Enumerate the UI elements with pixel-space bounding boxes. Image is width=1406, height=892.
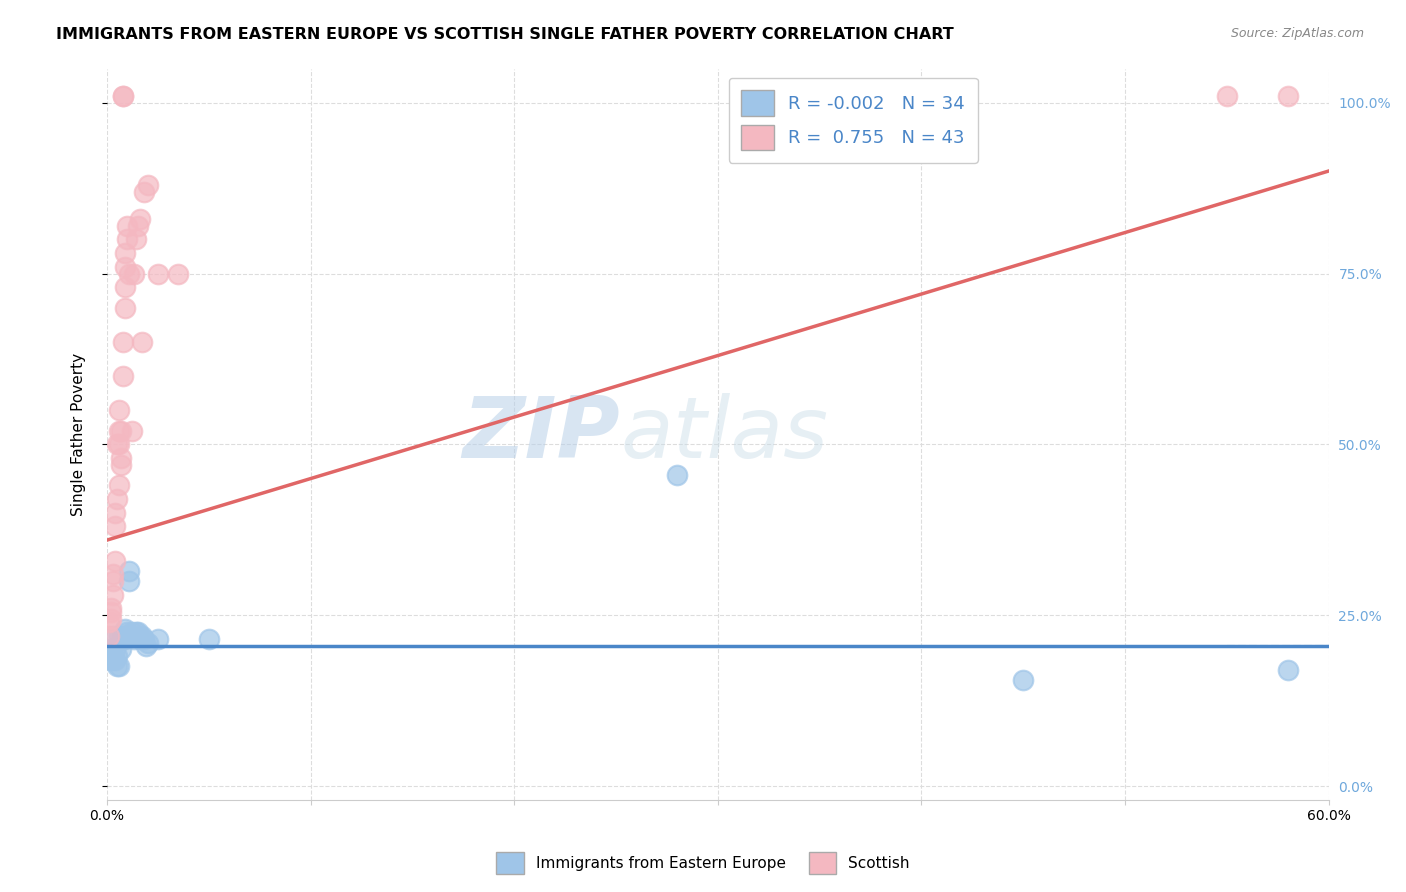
Point [114,280,136,294]
Point [110,451,132,466]
Point [112,632,135,647]
Point [117,219,139,233]
Point [127,625,149,640]
Point [121,625,143,640]
Point [117,625,139,640]
Point [135,639,157,653]
Point [1277,663,1299,677]
Point [114,246,136,260]
Point [666,468,689,483]
Point [101,574,124,588]
Point [105,649,128,664]
Point [122,267,145,281]
Point [124,625,146,640]
Point [132,185,155,199]
Point [110,632,132,647]
Point [112,88,135,103]
Point [131,629,153,643]
Point [101,649,124,664]
Y-axis label: Single Father Poverty: Single Father Poverty [72,352,86,516]
Point [114,301,136,315]
Text: ZIP: ZIP [463,392,620,475]
Point [98,646,121,660]
Point [146,632,169,647]
Point [105,659,128,673]
Point [121,424,143,438]
Point [114,632,136,647]
Point [122,632,145,647]
Point [112,369,135,384]
Text: IMMIGRANTS FROM EASTERN EUROPE VS SCOTTISH SINGLE FATHER POVERTY CORRELATION CHA: IMMIGRANTS FROM EASTERN EUROPE VS SCOTTI… [56,27,955,42]
Point [118,267,141,281]
Point [112,334,135,349]
Point [1012,673,1035,688]
Point [110,458,132,472]
Point [146,267,169,281]
Point [112,88,135,103]
Point [100,605,122,619]
Point [112,629,135,643]
Point [136,635,159,649]
Point [108,659,131,673]
Point [100,612,122,626]
Point [105,491,128,506]
Point [110,424,132,438]
Text: atlas: atlas [620,392,828,475]
Point [1216,88,1239,103]
Point [1277,88,1299,103]
Point [101,629,124,643]
Point [100,601,122,615]
Point [104,519,127,533]
Point [101,588,124,602]
Point [104,653,127,667]
Text: Source: ZipAtlas.com: Source: ZipAtlas.com [1230,27,1364,40]
Point [104,642,127,657]
Point [105,437,128,451]
Point [118,574,141,588]
Point [198,632,221,647]
Point [114,260,136,274]
Point [104,553,127,567]
Point [108,437,131,451]
Point [100,642,122,657]
Point [136,178,159,192]
Point [127,219,149,233]
Point [124,232,146,246]
Legend: Immigrants from Eastern Europe, Scottish: Immigrants from Eastern Europe, Scottish [489,846,917,880]
Point [110,642,132,657]
Point [104,506,127,520]
Point [108,424,131,438]
Point [101,567,124,582]
Point [128,211,150,226]
Legend: R = -0.002   N = 34, R =  0.755   N = 43: R = -0.002 N = 34, R = 0.755 N = 43 [728,78,977,163]
Point [131,334,153,349]
Point [98,629,121,643]
Point [98,615,121,629]
Point [118,564,141,578]
Point [108,478,131,492]
Point [108,403,131,417]
Point [132,632,155,647]
Point [100,653,122,667]
Point [108,629,131,643]
Point [167,267,190,281]
Point [114,622,136,636]
Point [128,632,150,647]
Point [117,232,139,246]
